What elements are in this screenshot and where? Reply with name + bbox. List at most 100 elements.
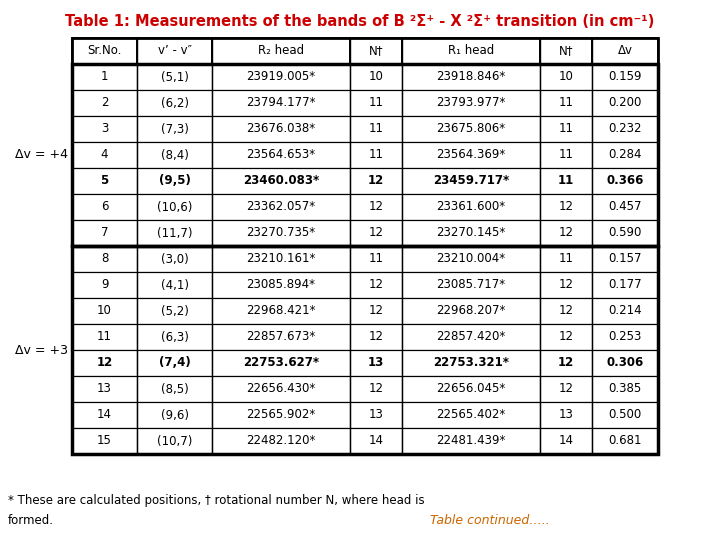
Text: Δv = +4: Δv = +4 [15,148,68,161]
Bar [350,272,402,298]
Bar [350,142,402,168]
Text: 9: 9 [101,279,108,292]
Text: (9,5): (9,5) [158,174,190,187]
Bar [137,246,212,272]
Text: 11: 11 [559,123,574,136]
Text: 12: 12 [369,226,384,240]
Text: 23675.806*: 23675.806* [436,123,505,136]
Text: N†: N† [369,44,383,57]
Text: 23270.735*: 23270.735* [246,226,315,240]
Text: 23362.057*: 23362.057* [246,200,315,213]
Bar [350,38,402,64]
Bar [540,38,592,64]
Bar [402,64,540,90]
Text: 12: 12 [369,330,384,343]
Text: Sr.No.: Sr.No. [87,44,122,57]
Text: 23270.145*: 23270.145* [436,226,505,240]
Text: 14: 14 [369,435,384,448]
Text: 23676.038*: 23676.038* [246,123,315,136]
Bar [592,90,658,116]
Bar [72,428,137,454]
Text: Δv = +3: Δv = +3 [15,343,68,356]
Bar [402,246,540,272]
Text: 11: 11 [369,253,384,266]
Bar [212,272,350,298]
Text: 12: 12 [559,305,574,318]
Bar [402,376,540,402]
Bar [592,220,658,246]
Bar [540,272,592,298]
Text: 14: 14 [97,408,112,422]
Text: 10: 10 [97,305,112,318]
Text: 22656.045*: 22656.045* [436,382,505,395]
Bar [540,142,592,168]
Text: 13: 13 [97,382,112,395]
Text: 11: 11 [369,97,384,110]
Bar [402,168,540,194]
Text: 23794.177*: 23794.177* [246,97,316,110]
Text: 0.681: 0.681 [608,435,642,448]
Text: R₂ head: R₂ head [258,44,304,57]
Text: 12: 12 [368,174,384,187]
Bar [402,298,540,324]
Bar [540,376,592,402]
Text: 12: 12 [559,279,574,292]
Text: 2: 2 [101,97,108,110]
Bar [540,324,592,350]
Bar [350,220,402,246]
Text: 12: 12 [559,382,574,395]
Text: (8,5): (8,5) [161,382,189,395]
Bar [212,324,350,350]
Bar [72,142,137,168]
Text: R₁ head: R₁ head [448,44,494,57]
Text: 12: 12 [558,356,574,369]
Text: 22857.420*: 22857.420* [436,330,505,343]
Bar [72,376,137,402]
Bar [137,64,212,90]
Text: 14: 14 [559,435,574,448]
Text: 0.214: 0.214 [608,305,642,318]
Bar [402,116,540,142]
Text: 23919.005*: 23919.005* [246,71,315,84]
Bar [540,194,592,220]
Text: 6: 6 [101,200,108,213]
Text: (5,1): (5,1) [161,71,189,84]
Text: 7: 7 [101,226,108,240]
Text: 22753.321*: 22753.321* [433,356,509,369]
Text: (11,7): (11,7) [157,226,192,240]
Text: 11: 11 [369,148,384,161]
Text: 12: 12 [96,356,112,369]
Bar [72,90,137,116]
Text: 0.385: 0.385 [608,382,642,395]
Bar [402,142,540,168]
Text: 0.157: 0.157 [608,253,642,266]
Bar [402,350,540,376]
Text: 10: 10 [559,71,573,84]
Bar [72,168,137,194]
Text: * These are calculated positions, † rotational number N, where head is: * These are calculated positions, † rota… [8,494,425,507]
Text: 22656.430*: 22656.430* [246,382,315,395]
Text: 12: 12 [559,200,574,213]
Bar [212,220,350,246]
Bar [402,194,540,220]
Text: (6,3): (6,3) [161,330,189,343]
Bar [137,194,212,220]
Text: 11: 11 [559,253,574,266]
Text: 12: 12 [369,305,384,318]
Bar [540,428,592,454]
Bar [350,324,402,350]
Bar [72,246,137,272]
Text: 11: 11 [559,148,574,161]
Text: 4: 4 [101,148,108,161]
Bar [137,324,212,350]
Text: 22482.120*: 22482.120* [246,435,315,448]
Text: 23210.004*: 23210.004* [436,253,505,266]
Bar [212,90,350,116]
Text: 1: 1 [101,71,108,84]
Text: 12: 12 [559,226,574,240]
Text: 0.457: 0.457 [608,200,642,213]
Text: 13: 13 [559,408,573,422]
Bar [540,116,592,142]
Text: (10,6): (10,6) [157,200,192,213]
Text: 23361.600*: 23361.600* [436,200,505,213]
